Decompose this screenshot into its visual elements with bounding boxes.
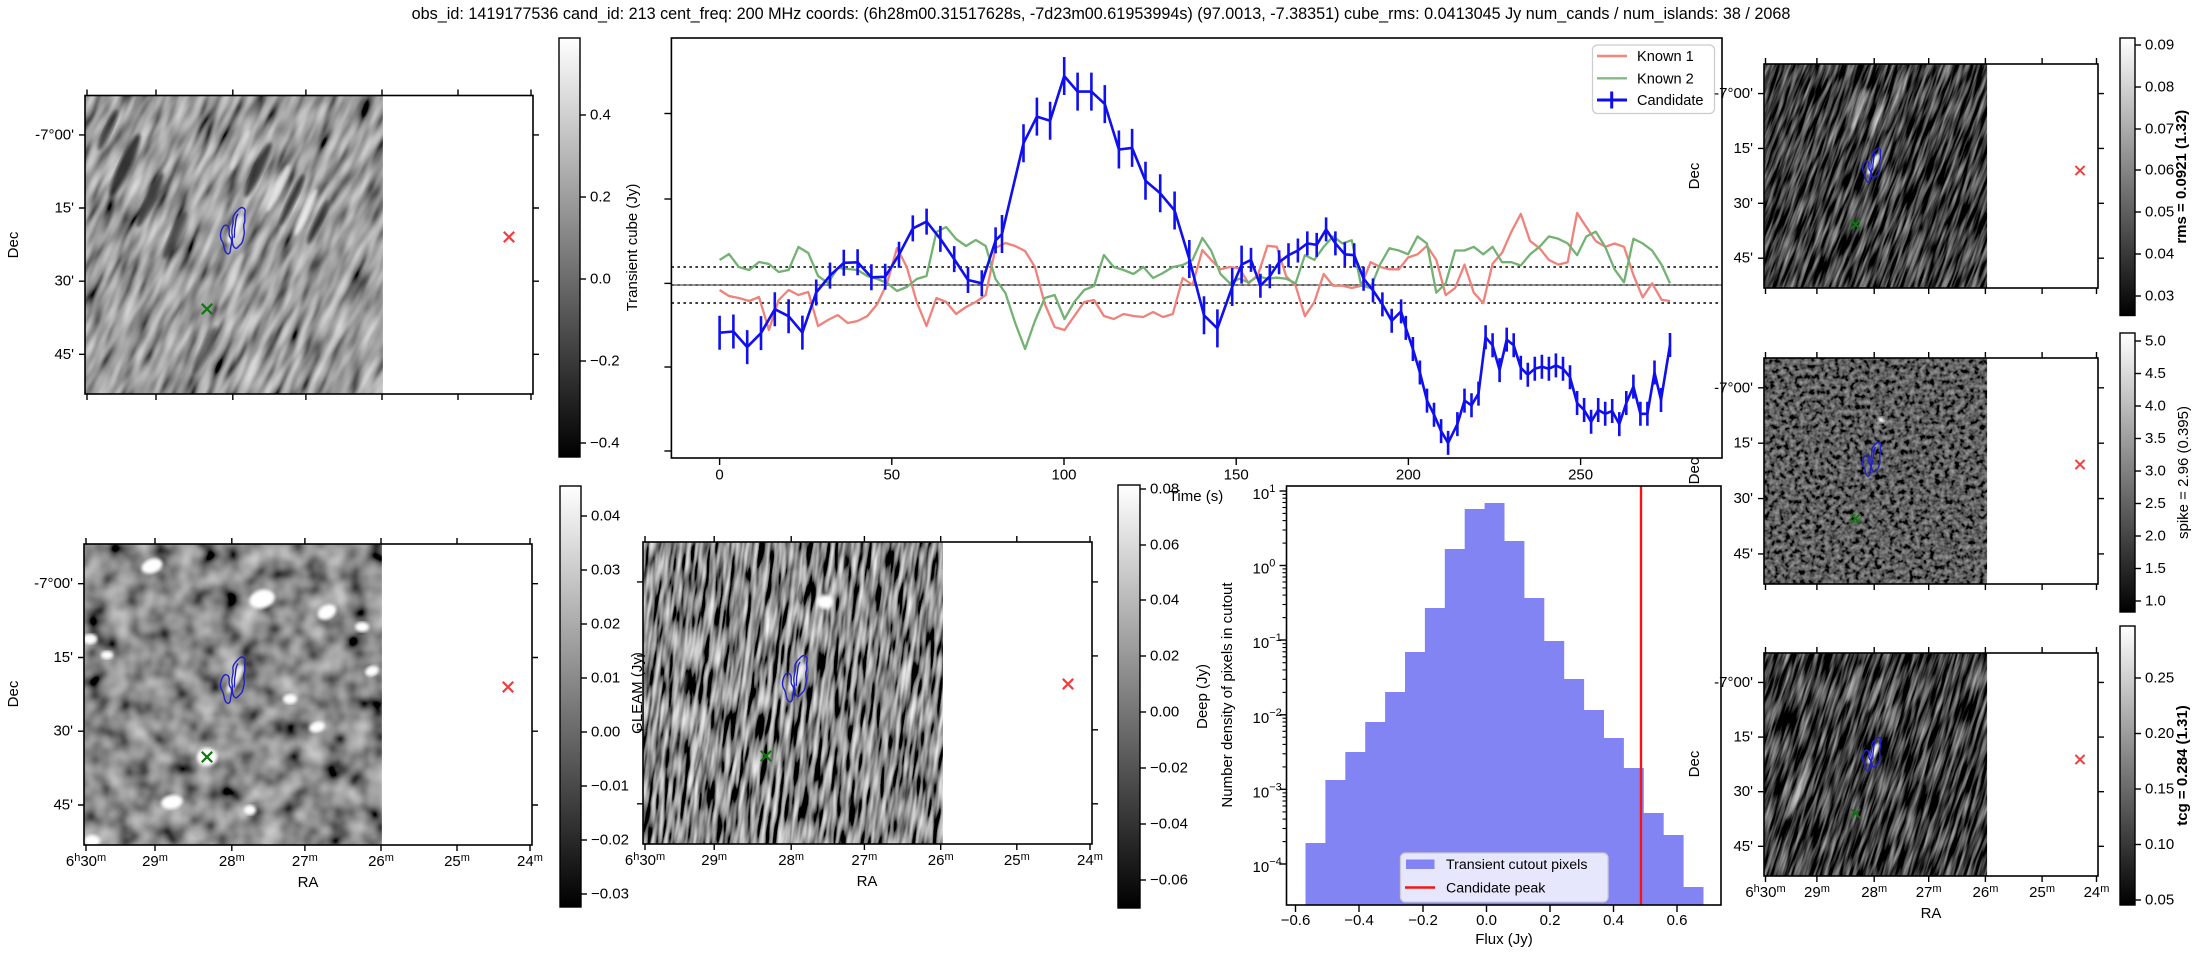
svg-text:6h30m: 6h30m bbox=[625, 851, 665, 869]
svg-text:Dec: Dec bbox=[1686, 457, 1703, 484]
svg-text:-7°00': -7°00' bbox=[35, 126, 74, 143]
svg-text:−0.02: −0.02 bbox=[591, 832, 629, 849]
svg-text:4.5: 4.5 bbox=[2145, 365, 2166, 382]
svg-text:200: 200 bbox=[1396, 467, 1421, 484]
svg-text:−0.02: −0.02 bbox=[1150, 760, 1188, 777]
svg-text:rms = 0.0921 (1.32): rms = 0.0921 (1.32) bbox=[2173, 110, 2190, 244]
svg-text:0.03: 0.03 bbox=[2145, 288, 2174, 305]
svg-text:0.05: 0.05 bbox=[2145, 892, 2174, 909]
svg-text:0.02: 0.02 bbox=[591, 616, 620, 633]
svg-text:30': 30' bbox=[53, 723, 73, 740]
svg-text:Transient cube (Jy): Transient cube (Jy) bbox=[624, 184, 641, 312]
svg-text:30': 30' bbox=[1733, 783, 1753, 800]
svg-text:0.08: 0.08 bbox=[1150, 481, 1179, 498]
svg-text:100: 100 bbox=[1051, 467, 1076, 484]
svg-text:3.0: 3.0 bbox=[2145, 463, 2166, 480]
svg-text:1.5: 1.5 bbox=[2145, 560, 2166, 577]
svg-text:Dec: Dec bbox=[5, 231, 22, 258]
svg-text:RA: RA bbox=[1921, 905, 1942, 922]
svg-text:4.0: 4.0 bbox=[2145, 398, 2166, 415]
svg-text:Known 2: Known 2 bbox=[1637, 71, 1694, 87]
svg-text:−0.4: −0.4 bbox=[1344, 912, 1374, 929]
svg-text:RA: RA bbox=[857, 873, 878, 890]
svg-text:5.0: 5.0 bbox=[2145, 333, 2166, 350]
svg-text:45': 45' bbox=[1733, 250, 1753, 267]
svg-text:15': 15' bbox=[1733, 140, 1753, 157]
svg-text:Dec: Dec bbox=[5, 680, 22, 707]
svg-text:0: 0 bbox=[715, 467, 723, 484]
svg-text:30': 30' bbox=[1733, 195, 1753, 212]
svg-text:0.2: 0.2 bbox=[590, 189, 611, 206]
svg-text:2.0: 2.0 bbox=[2145, 528, 2166, 545]
svg-text:0.2: 0.2 bbox=[1540, 912, 1561, 929]
svg-text:0.15: 0.15 bbox=[2145, 781, 2174, 798]
svg-text:−0.01: −0.01 bbox=[591, 778, 629, 795]
svg-text:0.00: 0.00 bbox=[1150, 704, 1179, 721]
svg-text:45': 45' bbox=[53, 797, 73, 814]
svg-text:15': 15' bbox=[1733, 435, 1753, 452]
svg-text:Dec: Dec bbox=[1686, 750, 1703, 777]
svg-text:−0.04: −0.04 bbox=[1150, 816, 1188, 833]
svg-text:Flux (Jy): Flux (Jy) bbox=[1475, 931, 1533, 948]
svg-text:-7°00': -7°00' bbox=[1714, 379, 1753, 396]
svg-text:15': 15' bbox=[1733, 729, 1753, 746]
svg-text:0.25: 0.25 bbox=[2145, 670, 2174, 687]
svg-text:Number density of pixels in cu: Number density of pixels in cutout bbox=[1219, 582, 1236, 808]
svg-text:-7°00': -7°00' bbox=[34, 575, 73, 592]
svg-text:Time (s): Time (s) bbox=[1169, 488, 1223, 505]
svg-text:0.6: 0.6 bbox=[1667, 912, 1688, 929]
svg-text:−0.6: −0.6 bbox=[1281, 912, 1311, 929]
svg-text:45': 45' bbox=[1733, 545, 1753, 562]
svg-text:0.0: 0.0 bbox=[1476, 912, 1497, 929]
svg-text:30': 30' bbox=[1733, 490, 1753, 507]
svg-text:15': 15' bbox=[54, 200, 74, 217]
svg-text:Transient cutout pixels: Transient cutout pixels bbox=[1446, 857, 1587, 873]
svg-text:GLEAM (Jy): GLEAM (Jy) bbox=[629, 652, 646, 734]
svg-text:-7°00': -7°00' bbox=[1714, 85, 1753, 102]
svg-text:−0.03: −0.03 bbox=[591, 886, 629, 903]
svg-text:RA: RA bbox=[298, 874, 319, 891]
svg-text:0.10: 0.10 bbox=[2145, 836, 2174, 853]
svg-text:0.4: 0.4 bbox=[590, 107, 611, 124]
svg-text:Candidate peak: Candidate peak bbox=[1446, 881, 1546, 897]
svg-text:0.4: 0.4 bbox=[1603, 912, 1624, 929]
svg-text:0.04: 0.04 bbox=[591, 508, 620, 525]
svg-text:Known 1: Known 1 bbox=[1637, 49, 1694, 65]
svg-text:0.09: 0.09 bbox=[2145, 37, 2174, 54]
svg-text:3.5: 3.5 bbox=[2145, 430, 2166, 447]
svg-text:Candidate: Candidate bbox=[1637, 93, 1704, 109]
svg-text:0.06: 0.06 bbox=[1150, 537, 1179, 554]
svg-text:0.04: 0.04 bbox=[2145, 246, 2174, 263]
svg-text:0.06: 0.06 bbox=[2145, 162, 2174, 179]
svg-text:0.05: 0.05 bbox=[2145, 204, 2174, 221]
svg-text:−0.4: −0.4 bbox=[590, 435, 620, 452]
svg-text:tcg = 0.284 (1.31): tcg = 0.284 (1.31) bbox=[2174, 705, 2191, 825]
svg-text:-7°00': -7°00' bbox=[1714, 674, 1753, 691]
svg-text:50: 50 bbox=[883, 467, 900, 484]
svg-text:0.03: 0.03 bbox=[591, 562, 620, 579]
svg-text:0.08: 0.08 bbox=[2145, 79, 2174, 96]
svg-text:Deep (Jy): Deep (Jy) bbox=[1194, 664, 1211, 729]
svg-text:250: 250 bbox=[1568, 467, 1593, 484]
svg-text:−0.06: −0.06 bbox=[1150, 872, 1188, 889]
svg-text:0.04: 0.04 bbox=[1150, 592, 1179, 609]
svg-text:1.0: 1.0 bbox=[2145, 593, 2166, 610]
svg-text:2.5: 2.5 bbox=[2145, 495, 2166, 512]
svg-text:15': 15' bbox=[53, 649, 73, 666]
svg-text:spike = 2.96 (0.395): spike = 2.96 (0.395) bbox=[2175, 406, 2192, 539]
svg-text:0.0: 0.0 bbox=[590, 271, 611, 288]
svg-text:0.00: 0.00 bbox=[591, 724, 620, 741]
svg-text:150: 150 bbox=[1224, 467, 1249, 484]
svg-text:30': 30' bbox=[54, 273, 74, 290]
svg-text:obs_id: 1419177536 cand_id: 21: obs_id: 1419177536 cand_id: 213 cent_fre… bbox=[412, 5, 1791, 23]
svg-text:45': 45' bbox=[1733, 838, 1753, 855]
svg-text:0.02: 0.02 bbox=[1150, 648, 1179, 665]
svg-text:0.01: 0.01 bbox=[591, 670, 620, 687]
svg-text:−0.2: −0.2 bbox=[590, 353, 620, 370]
svg-text:Dec: Dec bbox=[1686, 162, 1703, 189]
svg-text:−0.2: −0.2 bbox=[1408, 912, 1438, 929]
svg-text:0.07: 0.07 bbox=[2145, 121, 2174, 138]
svg-text:45': 45' bbox=[54, 346, 74, 363]
svg-text:0.20: 0.20 bbox=[2145, 725, 2174, 742]
